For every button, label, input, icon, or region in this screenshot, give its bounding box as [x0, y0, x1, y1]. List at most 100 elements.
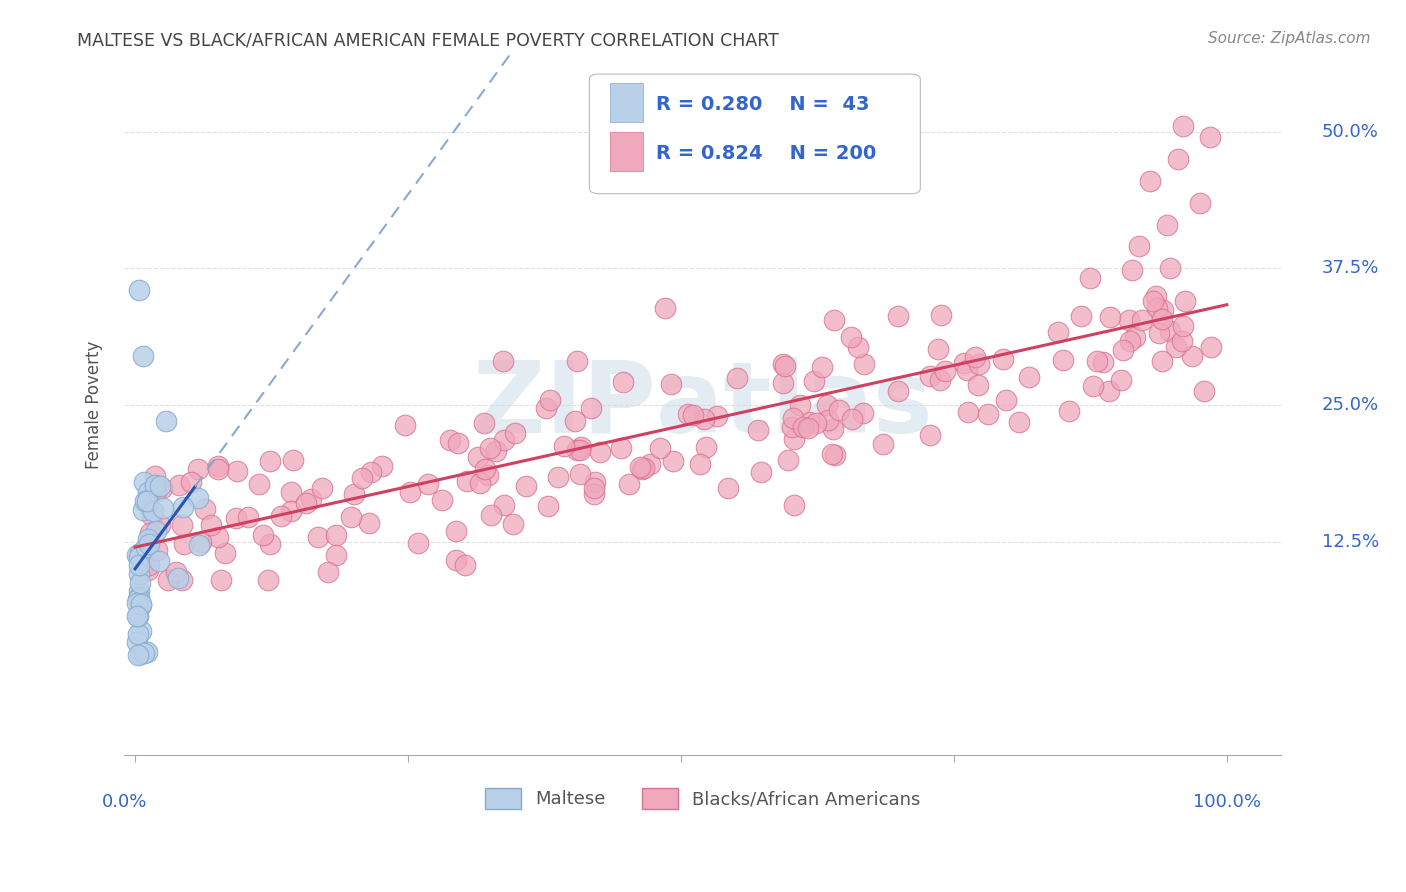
Point [259, 454, 281, 468]
Point [589, 445, 612, 459]
Point [316, 565, 339, 579]
Point [689, 457, 711, 471]
Point [1167, 152, 1189, 166]
Point [553, 439, 575, 453]
Point [148, 553, 170, 567]
Point [931, 309, 953, 323]
Point [209, 573, 232, 587]
Point [1144, 288, 1167, 302]
Point [815, 398, 838, 412]
Point [583, 487, 606, 501]
Point [129, 546, 152, 560]
Point [1092, 355, 1115, 369]
Point [749, 465, 772, 479]
Point [190, 535, 212, 549]
Point [236, 509, 259, 524]
Point [782, 411, 804, 425]
Point [128, 583, 150, 598]
Point [1139, 174, 1161, 188]
Point [823, 313, 845, 327]
Point [564, 414, 586, 428]
Point [796, 421, 818, 435]
Point [1150, 312, 1173, 326]
Point [167, 571, 190, 585]
Point [776, 453, 799, 467]
Point [1159, 261, 1181, 276]
Point [852, 406, 875, 420]
Point [1181, 350, 1204, 364]
Point [200, 518, 222, 533]
Point [502, 516, 524, 531]
Point [357, 516, 380, 531]
Point [138, 558, 160, 572]
Point [406, 536, 429, 550]
Point [1171, 319, 1194, 334]
Point [494, 433, 516, 447]
Point [136, 532, 159, 546]
Point [569, 467, 592, 481]
Point [1085, 354, 1108, 368]
Point [127, 592, 149, 607]
Point [682, 408, 704, 422]
Point [127, 609, 149, 624]
Point [538, 392, 561, 407]
Point [772, 376, 794, 390]
Text: 37.5%: 37.5% [1322, 260, 1379, 277]
Point [135, 540, 157, 554]
Point [136, 494, 159, 508]
Point [797, 416, 820, 430]
Point [157, 573, 180, 587]
Point [247, 477, 270, 491]
Legend: Maltese, Blacks/African Americans: Maltese, Blacks/African Americans [478, 780, 928, 816]
Point [252, 528, 274, 542]
Point [841, 330, 863, 344]
Point [789, 398, 811, 412]
Point [131, 624, 153, 639]
Point [136, 484, 159, 499]
Text: 50.0%: 50.0% [1322, 123, 1379, 141]
Point [225, 511, 247, 525]
Point [1199, 130, 1222, 145]
Text: 12.5%: 12.5% [1322, 533, 1379, 550]
Point [207, 458, 229, 473]
Point [352, 471, 374, 485]
Point [474, 462, 496, 476]
Point [142, 504, 165, 518]
Point [456, 475, 478, 489]
Text: MALTESE VS BLACK/AFRICAN AMERICAN FEMALE POVERTY CORRELATION CHART: MALTESE VS BLACK/AFRICAN AMERICAN FEMALE… [77, 31, 779, 49]
Point [630, 462, 652, 476]
Point [170, 518, 193, 533]
Point [432, 492, 454, 507]
Point [194, 502, 217, 516]
Point [492, 499, 515, 513]
Point [1188, 195, 1211, 210]
Point [467, 450, 489, 464]
Point [792, 420, 814, 434]
Point [772, 357, 794, 371]
Point [1119, 334, 1142, 348]
Point [648, 441, 671, 455]
Point [1078, 271, 1101, 285]
Point [918, 427, 941, 442]
Point [187, 462, 209, 476]
Point [537, 500, 560, 514]
Point [280, 504, 302, 518]
Point [1173, 119, 1195, 133]
Point [207, 530, 229, 544]
Point [1111, 343, 1133, 357]
Point [581, 401, 603, 415]
Text: 25.0%: 25.0% [1322, 396, 1379, 414]
Point [610, 442, 633, 456]
Point [472, 416, 495, 430]
Point [394, 418, 416, 433]
Point [146, 542, 169, 557]
Point [929, 372, 952, 386]
Point [129, 599, 152, 613]
Point [416, 477, 439, 491]
Point [853, 357, 876, 371]
Point [846, 340, 869, 354]
Point [398, 484, 420, 499]
Point [547, 470, 569, 484]
Point [569, 440, 592, 454]
Point [1098, 384, 1121, 398]
